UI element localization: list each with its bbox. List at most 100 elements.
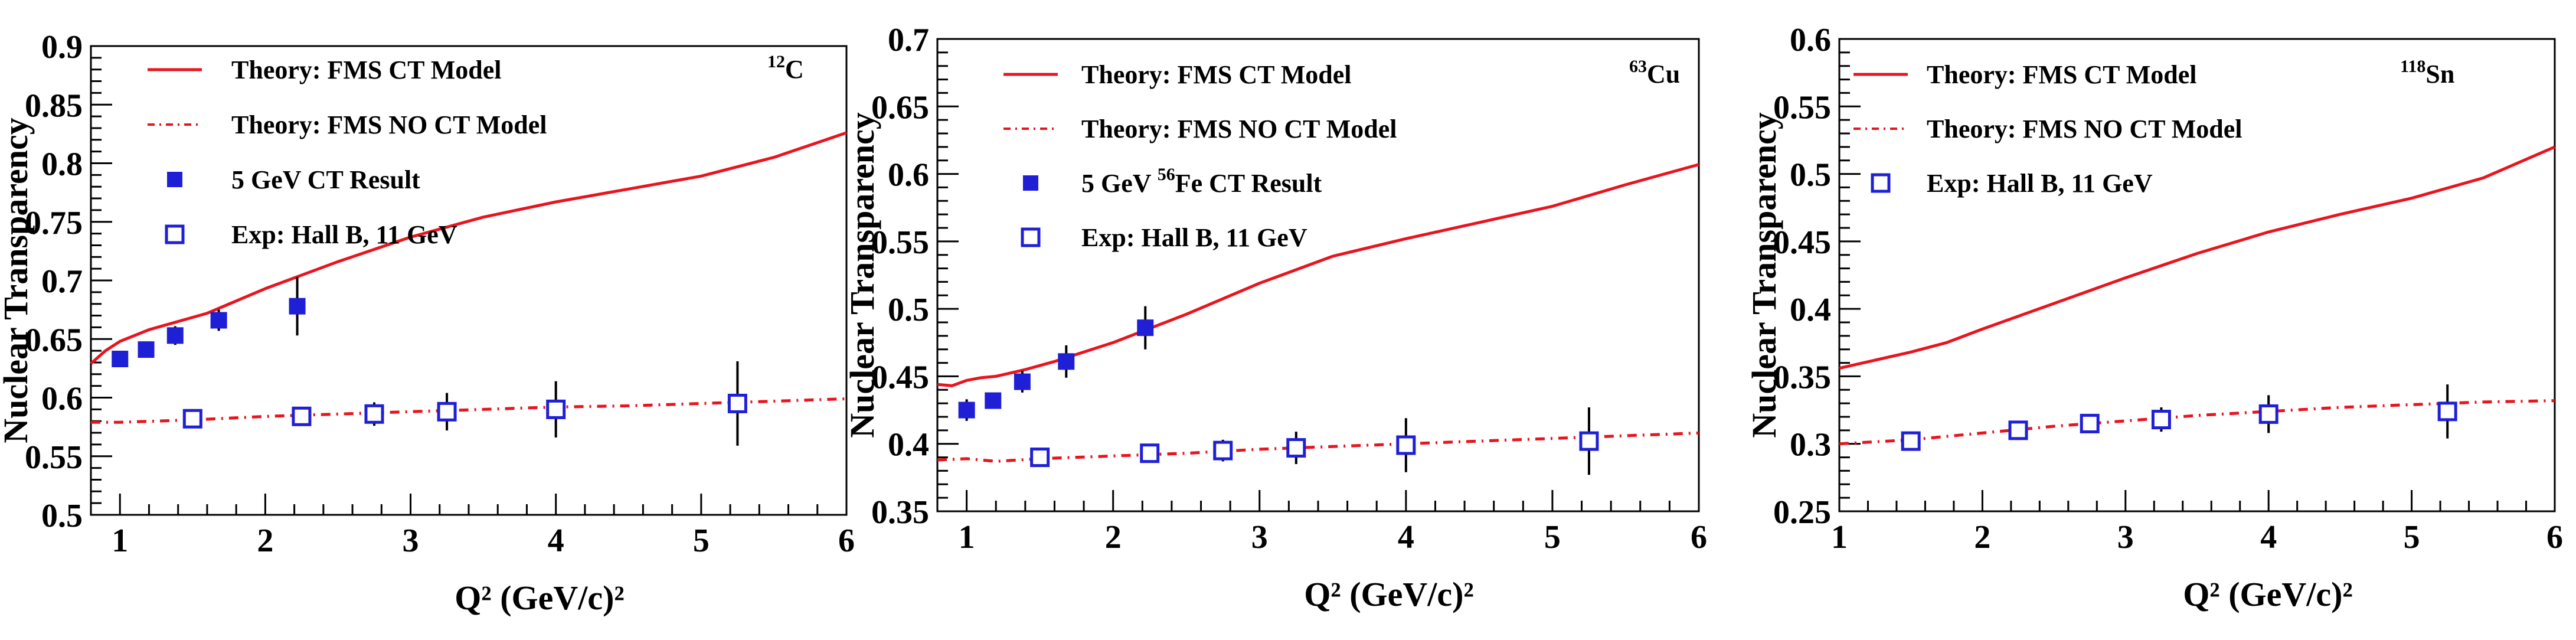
y-tick-label: 0.55 [1773, 89, 1831, 126]
y-tick-label: 0.6 [1790, 22, 1831, 58]
chart-panel-copper: 0.350.40.450.50.550.60.650.71 2 3 4 5 6Q² (Ge… [843, 22, 1707, 613]
y-tick-label: 0.55 [25, 439, 83, 476]
legend-label-superscript: 56 [1158, 165, 1175, 184]
hall-b-point [727, 393, 747, 413]
y-tick-label: 0.75 [25, 205, 83, 241]
legend-label: Exp: Hall B, 11 GeV [1927, 169, 2153, 198]
legend-label: Exp: Hall B, 11 GeV [231, 220, 457, 249]
legend-entry: Theory: FMS CT Model [148, 55, 502, 84]
legend-label: Theory: FMS NO CT Model [1081, 115, 1397, 143]
legend-swatch-open-square [1021, 227, 1041, 247]
ct-theory-line [90, 131, 847, 365]
y-tick-label: 0.9 [41, 29, 83, 66]
legend-swatch-filled-square [1023, 175, 1038, 191]
legend-swatch-open-square [1871, 173, 1891, 193]
ct-theory-line [1839, 145, 2555, 370]
hall-b-point [1030, 448, 1050, 468]
y-tick-label: 0.5 [888, 292, 929, 328]
y-tick-label: 0.5 [1790, 157, 1831, 194]
no-ct-theory-line [91, 397, 847, 424]
legend-label: Theory: FMS NO CT Model [1927, 115, 2242, 143]
hall-b-point [437, 401, 457, 422]
nucleus-symbol: C [785, 55, 804, 84]
y-tick-label: 0.45 [871, 359, 929, 396]
y-axis-label: Nuclear Transparency [0, 117, 35, 443]
hall-b-point [2008, 420, 2028, 440]
x-tick-label: 4 [2260, 519, 2277, 556]
legend-entry: 5 GeV 56Fe CT Result [1023, 165, 1322, 198]
legend-label: Exp: Hall B, 11 GeV [1081, 223, 1307, 252]
legend-label: Theory: FMS CT Model [1927, 60, 2197, 89]
y-tick-label: 0.4 [888, 427, 929, 463]
legend-entry: Theory: FMS NO CT Model [1003, 115, 1397, 143]
nucleus-mass: 118 [2400, 57, 2425, 76]
nucleus-mass: 63 [1629, 57, 1647, 76]
x-axis-label: Q² (GeV/c)² [455, 579, 625, 617]
y-tick-label: 0.45 [1773, 224, 1831, 261]
x-tick-label: 3 [2117, 519, 2134, 556]
nucleus-label: 63Cu [1629, 57, 1680, 89]
y-tick-label: 0.85 [25, 87, 83, 124]
x-tick-label: 2 [1974, 519, 1990, 556]
legend-swatch-open-square [165, 224, 185, 244]
x-tick-label: 4 [1398, 519, 1414, 556]
ct-result-point [138, 341, 155, 358]
y-tick-label: 0.35 [1773, 359, 1831, 396]
y-tick-label: 0.7 [888, 22, 929, 58]
x-tick-label: 6 [2546, 519, 2563, 556]
hall-b-point [546, 399, 566, 419]
legend-label-part: 5 GeV [1081, 169, 1158, 198]
legend-entry: 5 GeV CT Result [167, 165, 420, 194]
x-tick-label: 1 [112, 523, 128, 559]
legend-label-part: Fe CT Result [1175, 169, 1322, 198]
legend-entry: Exp: Hall B, 11 GeV [1871, 169, 2153, 198]
ct-result-point [210, 312, 227, 329]
ct-result-point [289, 298, 306, 315]
y-tick-label: 0.5 [41, 498, 83, 534]
y-tick-label: 0.55 [871, 224, 929, 261]
y-axis-label: Nuclear Transparency [1745, 112, 1783, 438]
y-axis-label: Nuclear Transparency [843, 112, 881, 438]
hall-b-point [2258, 404, 2278, 424]
nucleus-mass: 12 [767, 52, 785, 71]
x-tick-label: 5 [1544, 519, 1561, 556]
legend-label: Theory: FMS CT Model [231, 55, 502, 84]
x-tick-label: 6 [838, 523, 855, 559]
legend-entry: Theory: FMS CT Model [1853, 60, 2197, 89]
ct-result-point [985, 392, 1002, 409]
legend-entry: Theory: FMS CT Model [1003, 60, 1352, 89]
x-tick-label: 4 [548, 523, 564, 559]
y-tick-label: 0.3 [1790, 427, 1831, 463]
ct-result-point [112, 350, 129, 367]
nucleus-symbol: Sn [2425, 60, 2454, 89]
x-axis-label: Q² (GeV/c)² [2183, 575, 2353, 613]
plot-frame [1838, 38, 2556, 512]
ct-result-point [1137, 319, 1154, 337]
nucleus-symbol: Cu [1647, 60, 1680, 89]
x-tick-label: 3 [403, 523, 419, 559]
x-tick-label: 5 [693, 523, 710, 559]
hall-b-point [2151, 410, 2171, 430]
legend-label: Theory: FMS CT Model [1081, 60, 1352, 89]
x-axis-label: Q² (GeV/c)² [1304, 575, 1474, 613]
x-tick-label: 1 [959, 519, 975, 556]
no-ct-theory-line [937, 431, 1699, 463]
y-tick-label: 0.6 [41, 381, 83, 417]
hall-b-point [1213, 440, 1233, 461]
ct-result-point [958, 401, 975, 419]
hall-b-point [1286, 438, 1306, 458]
legend-swatch-filled-square [167, 172, 182, 187]
ct-result-point [1058, 353, 1075, 370]
y-tick-label: 0.4 [1790, 292, 1831, 328]
no-ct-theory-line [1839, 399, 2555, 446]
legend-label: Theory: FMS NO CT Model [231, 110, 547, 139]
hall-b-point [1579, 431, 1599, 451]
x-tick-label: 2 [1105, 519, 1122, 556]
ct-result-point [166, 327, 184, 344]
hall-b-point [1396, 435, 1416, 455]
hall-b-point [2080, 413, 2100, 433]
chart-panel-tin: 0.25 0.3 0.35 0.4 0.45 0.5 0.55 0.6 1 2 3 4 5 6 Q² (Ge… [1745, 22, 2563, 613]
y-tick-label: 0.6 [888, 157, 929, 194]
